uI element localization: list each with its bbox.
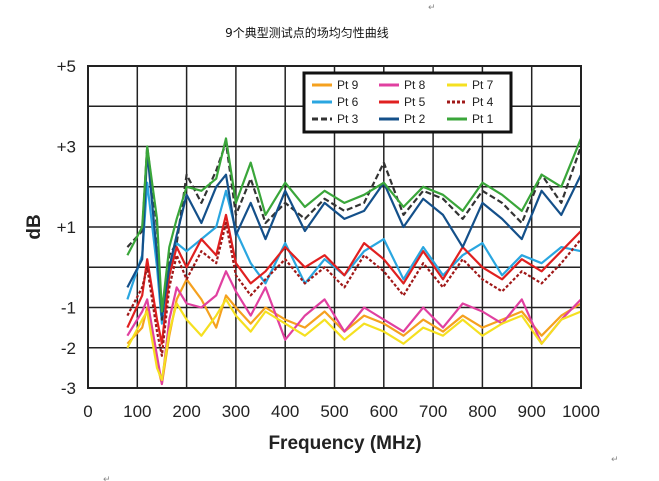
series-line-pt-4 xyxy=(126,221,582,357)
y-tick-label: -2 xyxy=(61,339,76,358)
y-tick-label: +3 xyxy=(57,138,76,157)
legend-label: Pt 6 xyxy=(337,95,359,109)
x-tick-label: 400 xyxy=(271,402,299,421)
x-tick-label: 200 xyxy=(172,402,200,421)
x-tick-label: 900 xyxy=(518,402,546,421)
y-tick-label: -3 xyxy=(61,379,76,398)
y-tick-label: -1 xyxy=(61,299,76,318)
legend-label: Pt 9 xyxy=(337,78,359,92)
series-layer xyxy=(126,137,583,386)
series-line-pt-7 xyxy=(126,298,582,381)
plot-frame xyxy=(87,65,582,389)
x-tick-label: 300 xyxy=(222,402,250,421)
series-line-pt-1 xyxy=(126,137,583,313)
x-tick-label: 500 xyxy=(320,402,348,421)
return-mark: ↵ xyxy=(103,475,111,481)
legend-label: Pt 3 xyxy=(337,112,359,126)
x-tick-label: 1000 xyxy=(562,402,600,421)
y-axis: -3 -2 -1 +1 +3 +5 xyxy=(57,57,76,398)
y-tick-label: +5 xyxy=(57,57,76,76)
legend-label: Pt 7 xyxy=(472,78,494,92)
legend-label: Pt 5 xyxy=(404,95,426,109)
series-line-pt-8 xyxy=(126,270,582,386)
x-tick-label: 800 xyxy=(468,402,496,421)
return-mark: ↵ xyxy=(611,455,619,465)
legend-label: Pt 1 xyxy=(472,112,494,126)
y-axis-title: dB xyxy=(24,214,45,239)
legend-label: Pt 2 xyxy=(404,112,426,126)
legend: Pt 9 Pt 6 Pt 3 Pt 8 Pt 5 Pt 2 Pt 7 Pt 4 Pt 1 xyxy=(302,71,513,134)
x-tick-label: 700 xyxy=(419,402,447,421)
return-mark: ↵ xyxy=(428,3,436,13)
series-line-pt-2 xyxy=(126,149,582,317)
legend-box xyxy=(302,71,513,134)
x-axis: 0 100 200 300 400 500 600 700 800 900 1000 xyxy=(83,402,600,421)
x-tick-label: 600 xyxy=(370,402,398,421)
legend-label: Pt 8 xyxy=(404,78,426,92)
x-tick-label: 0 xyxy=(83,402,92,421)
y-tick-label: +1 xyxy=(57,218,76,237)
x-tick-label: 100 xyxy=(123,402,151,421)
legend-label: Pt 4 xyxy=(472,95,494,109)
series-line-pt-5 xyxy=(126,213,582,345)
chart-title: 9个典型测试点的场均匀性曲线 xyxy=(225,25,389,40)
x-axis-title: Frequency (MHz) xyxy=(268,433,421,454)
